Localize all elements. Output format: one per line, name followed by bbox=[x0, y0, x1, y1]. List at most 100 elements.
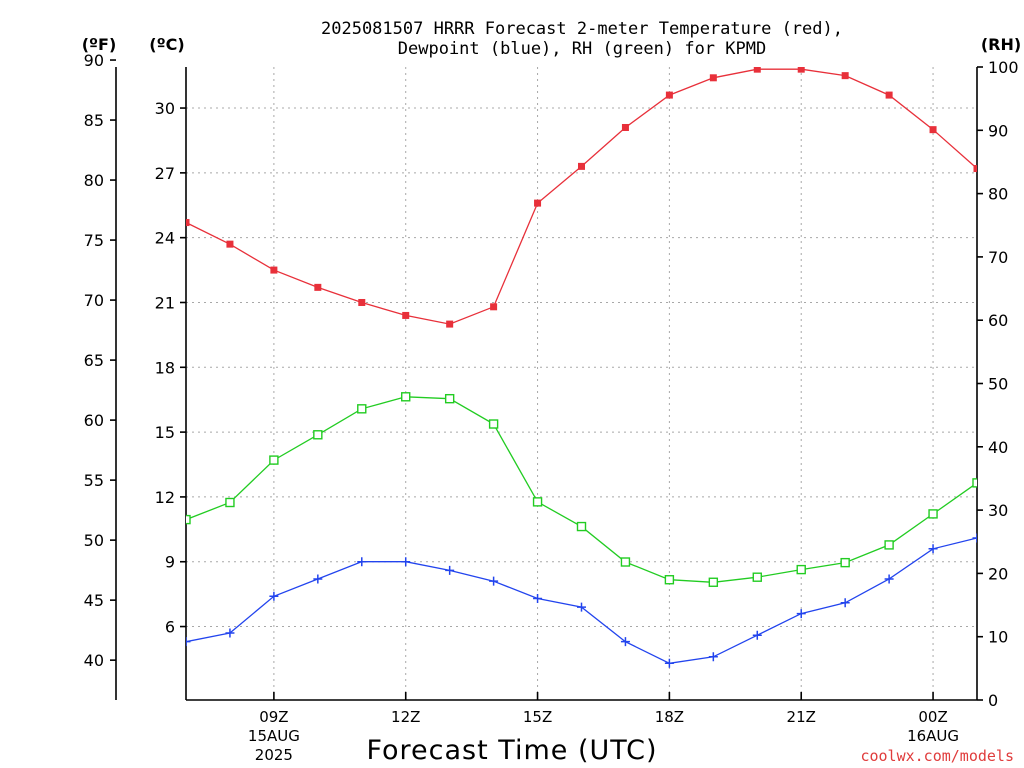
temperature-data-point bbox=[314, 283, 322, 291]
fahrenheit-tick-label: 55 bbox=[84, 471, 104, 490]
rh-tick-label: 100 bbox=[988, 58, 1019, 77]
temperature-data-point bbox=[186, 219, 190, 227]
rh-tick-label: 20 bbox=[988, 564, 1008, 583]
temperature-data-point bbox=[358, 298, 366, 306]
rh-data-point bbox=[664, 575, 675, 585]
celsius-tick-label: 6 bbox=[165, 618, 175, 637]
fahrenheit-unit-label: (ºF) bbox=[82, 35, 117, 54]
rh-tick-label: 30 bbox=[988, 501, 1008, 520]
rh-tick-label: 40 bbox=[988, 438, 1008, 457]
dewpoint-data-point bbox=[796, 609, 806, 619]
celsius-tick-label: 15 bbox=[155, 423, 175, 442]
rh-data-point bbox=[708, 577, 719, 587]
x-tick-label: 12Z bbox=[391, 708, 420, 726]
fahrenheit-tick-label: 60 bbox=[84, 411, 104, 430]
rh-data-point bbox=[752, 572, 762, 582]
rh-data-point bbox=[313, 430, 323, 440]
chart-title-line-2: Dewpoint (blue), RH (green) for KPMD bbox=[398, 39, 766, 59]
fahrenheit-tick-label: 70 bbox=[84, 291, 104, 310]
dewpoint-data-point bbox=[186, 637, 191, 647]
rh-tick-label: 90 bbox=[988, 121, 1008, 140]
data-series bbox=[186, 67, 977, 668]
fahrenheit-tick-label: 85 bbox=[84, 111, 104, 130]
dewpoint-data-point bbox=[313, 574, 323, 584]
rh-tick-label: 60 bbox=[988, 311, 1008, 330]
fahrenheit-tick-label: 65 bbox=[84, 351, 104, 370]
rh-data-point bbox=[357, 404, 367, 414]
dewpoint-data-point bbox=[577, 602, 586, 612]
fahrenheit-tick-label: 75 bbox=[84, 231, 104, 250]
rh-data-point bbox=[444, 393, 455, 404]
temperature-data-point bbox=[665, 91, 673, 99]
rh-data-point bbox=[186, 514, 191, 525]
temperature-data-point bbox=[973, 165, 977, 173]
x-tick-label: 00Z bbox=[918, 708, 947, 726]
temperature-data-point bbox=[709, 74, 717, 82]
rh-data-point bbox=[796, 564, 806, 575]
fahrenheit-tick-label: 50 bbox=[84, 531, 104, 550]
axes bbox=[110, 59, 983, 701]
rh-tick-label: 0 bbox=[988, 691, 998, 710]
rh-data-point bbox=[620, 557, 631, 567]
x-tick-label: 15Z bbox=[523, 708, 552, 726]
temperature-data-point bbox=[621, 123, 629, 131]
celsius-tick-label: 21 bbox=[155, 293, 175, 312]
rh-tick-label: 70 bbox=[988, 248, 1008, 267]
dewpoint-data-point bbox=[225, 628, 235, 638]
temperature-data-point bbox=[753, 67, 761, 73]
x-axis-label: Forecast Time (UTC) bbox=[366, 735, 657, 766]
temperature-data-point bbox=[226, 240, 234, 248]
temperature-data-point bbox=[841, 72, 849, 80]
rh-data-point bbox=[401, 392, 411, 402]
rh-data-point bbox=[532, 497, 543, 507]
series-group bbox=[186, 67, 977, 668]
rh-data-point bbox=[488, 419, 499, 429]
rh-series-line bbox=[186, 396, 977, 583]
dewpoint-data-point bbox=[752, 630, 762, 640]
fahrenheit-tick-label: 90 bbox=[84, 51, 104, 70]
celsius-tick-label: 30 bbox=[155, 99, 175, 118]
x-tick-date-label: 16AUG bbox=[907, 727, 959, 745]
temperature-data-point bbox=[446, 320, 454, 328]
dewpoint-data-point bbox=[664, 658, 674, 668]
dewpoint-data-point bbox=[533, 593, 543, 603]
credit-text: coolwx.com/models bbox=[860, 747, 1014, 765]
fahrenheit-tick-label: 80 bbox=[84, 171, 104, 190]
fahrenheit-tick-label: 45 bbox=[84, 591, 104, 610]
rh-data-point bbox=[972, 478, 977, 488]
rh-data-point bbox=[576, 521, 587, 532]
rh-tick-label: 50 bbox=[988, 375, 1008, 394]
rh-tick-label: 10 bbox=[988, 628, 1008, 647]
temperature-data-point bbox=[929, 126, 937, 134]
temperature-data-point bbox=[885, 91, 893, 99]
temperature-data-point bbox=[797, 67, 805, 73]
dewpoint-data-point bbox=[620, 637, 630, 647]
temperature-data-point bbox=[578, 162, 585, 170]
dewpoint-data-point bbox=[972, 533, 977, 543]
celsius-unit-label: (ºC) bbox=[149, 35, 184, 54]
x-tick-date-label: 15AUG bbox=[248, 727, 300, 745]
temperature-series-line bbox=[186, 68, 977, 325]
dewpoint-data-point bbox=[445, 565, 455, 575]
fahrenheit-tick-label: 40 bbox=[84, 651, 104, 670]
dewpoint-data-point bbox=[489, 576, 499, 586]
dewpoint-data-point bbox=[840, 598, 850, 608]
rh-data-point bbox=[928, 509, 938, 519]
celsius-tick-label: 12 bbox=[155, 488, 175, 507]
x-tick-label: 21Z bbox=[787, 708, 816, 726]
rh-data-point bbox=[884, 540, 894, 550]
rh-tick-label: 80 bbox=[988, 185, 1008, 204]
celsius-tick-label: 9 bbox=[165, 553, 175, 572]
dewpoint-data-point bbox=[269, 591, 279, 601]
dewpoint-data-point bbox=[401, 557, 411, 567]
dewpoint-data-point bbox=[357, 557, 367, 567]
temperature-data-point bbox=[534, 199, 542, 207]
dewpoint-data-point bbox=[928, 544, 938, 554]
celsius-tick-label: 27 bbox=[155, 164, 175, 183]
celsius-tick-label: 24 bbox=[155, 229, 175, 248]
rh-unit-label: (RH) bbox=[981, 35, 1021, 54]
x-tick-year-label: 2025 bbox=[255, 746, 293, 764]
tick-labels: 40 45 50 55 60 65 70 75 80 85 90 6 9 12 15 18 21 24 27 30 0 1… bbox=[84, 51, 1019, 764]
temperature-data-point bbox=[270, 266, 278, 274]
